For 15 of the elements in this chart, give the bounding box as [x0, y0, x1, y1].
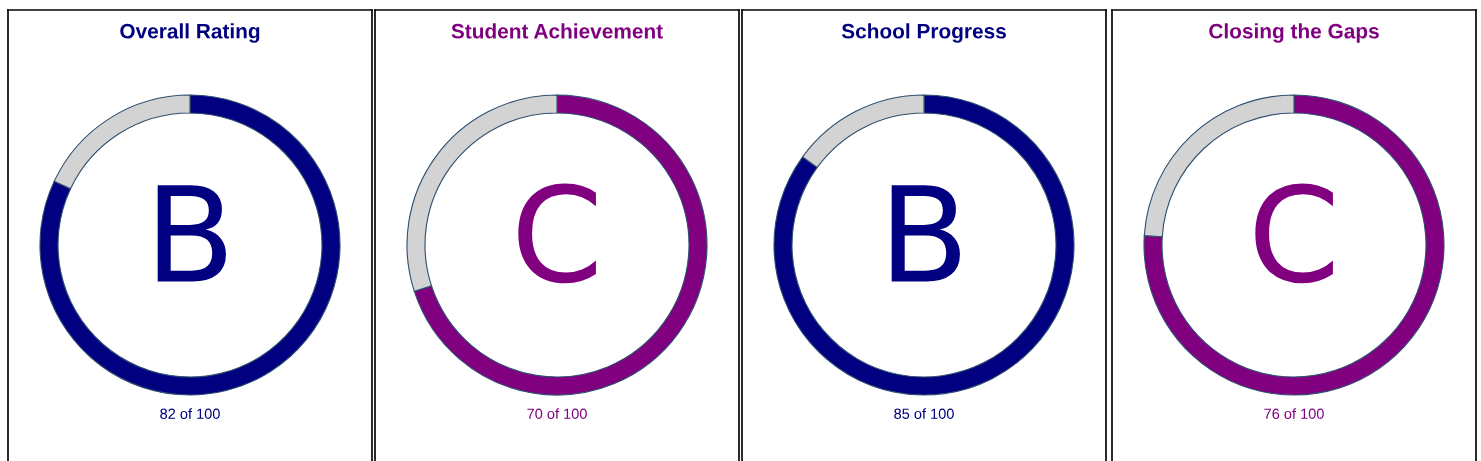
- chart-title: Overall Rating: [120, 23, 260, 43]
- text: 70 of 100: [527, 408, 587, 419]
- donut-slice: [39, 94, 341, 396]
- chart-title: Closing the Gaps: [1209, 23, 1379, 43]
- donut-slice: [1143, 94, 1445, 396]
- text: B: [891, 185, 960, 282]
- chart-title: School Progress: [841, 23, 1006, 43]
- text: C: [518, 183, 596, 284]
- text: B: [157, 185, 226, 282]
- text: 76 of 100: [1264, 408, 1324, 419]
- donut-slice: [773, 94, 1075, 396]
- chart-title: Student Achievement: [451, 23, 663, 39]
- text: 82 of 100: [160, 408, 220, 419]
- text: C: [1255, 183, 1333, 284]
- text: 85 of 100: [894, 408, 954, 419]
